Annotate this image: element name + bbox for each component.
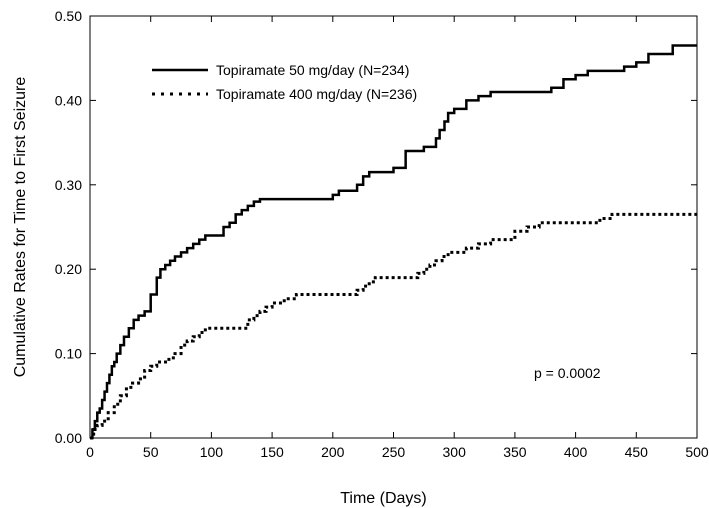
p-value-annotation: p = 0.0002 xyxy=(534,365,601,381)
x-tick-label: 50 xyxy=(143,444,159,460)
y-axis-title: Cumulative Rates for Time to First Seizu… xyxy=(12,77,29,378)
x-tick-label: 350 xyxy=(503,444,527,460)
series-1-line xyxy=(90,44,697,440)
x-tick-label: 200 xyxy=(321,444,345,460)
y-tick-label: 0.50 xyxy=(55,8,82,24)
x-tick-label: 500 xyxy=(685,444,709,460)
plot-frame xyxy=(89,15,698,439)
legend: Topiramate 50 mg/day (N=234) Topiramate … xyxy=(152,62,417,102)
legend-label-series-2: Topiramate 400 mg/day (N=236) xyxy=(216,86,417,102)
x-axis-title: Time (Days) xyxy=(340,490,427,507)
x-tick-label: 250 xyxy=(382,444,406,460)
x-tick-label: 150 xyxy=(260,444,284,460)
y-tick-label: 0.30 xyxy=(55,177,82,193)
x-axis: 0 50 100 150 200 250 300 350 400 450 500 xyxy=(86,16,709,460)
legend-label-series-1: Topiramate 50 mg/day (N=234) xyxy=(216,62,409,78)
y-tick-label: 0.40 xyxy=(55,92,82,108)
series-2-line xyxy=(90,212,697,440)
y-tick-label: 0.20 xyxy=(55,261,82,277)
y-axis: 0.00 0.10 0.20 0.30 0.40 0.50 xyxy=(55,8,697,446)
y-tick-label: 0.10 xyxy=(55,346,82,362)
x-tick-label: 100 xyxy=(200,444,224,460)
x-tick-label: 450 xyxy=(625,444,649,460)
series-layer xyxy=(90,44,697,440)
y-tick-label: 0.00 xyxy=(55,430,82,446)
x-tick-label: 400 xyxy=(564,444,588,460)
x-tick-label: 0 xyxy=(86,444,94,460)
x-tick-label: 300 xyxy=(443,444,467,460)
